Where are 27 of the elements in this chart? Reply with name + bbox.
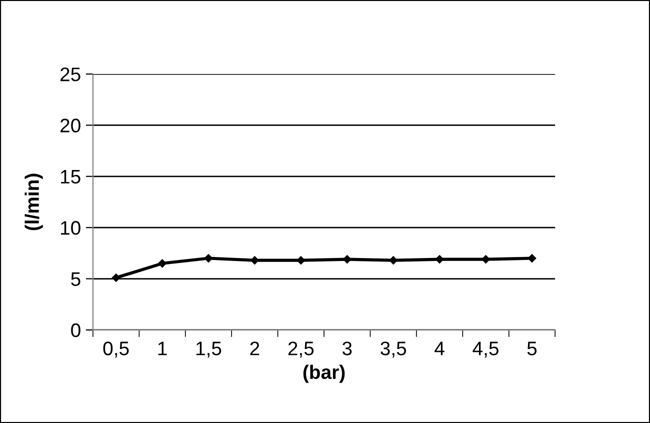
x-axis-title: (bar)	[303, 364, 345, 383]
y-tick-label: 15	[61, 170, 80, 184]
x-tick-label: 1,5	[196, 342, 222, 358]
y-tick-label: 10	[61, 221, 80, 235]
point	[528, 254, 536, 262]
x-tick-label: 2,5	[288, 342, 314, 358]
point	[482, 255, 490, 264]
x-tick-label: 4,5	[472, 342, 498, 358]
x-tick-label: 3,5	[380, 342, 406, 358]
point	[204, 254, 213, 262]
x-tick-label: 1	[158, 342, 167, 356]
x-tick-label: 2	[250, 342, 260, 356]
x-tick-label: 5	[527, 342, 537, 356]
point	[343, 255, 352, 264]
point	[112, 274, 120, 282]
y-tick-label: 25	[60, 67, 80, 82]
y-axis-title: (l/min)	[24, 174, 43, 230]
y-tick-label: 0	[71, 323, 80, 338]
point	[158, 259, 166, 268]
point	[250, 256, 259, 264]
x-tick-label: 0,5	[103, 342, 129, 358]
point	[389, 256, 398, 264]
y-tick-label: 5	[71, 272, 80, 286]
point	[296, 256, 306, 264]
x-tick-label: 3	[342, 342, 352, 356]
x-tick-label: 4	[434, 342, 444, 356]
y-tick-label: 20	[60, 118, 80, 132]
